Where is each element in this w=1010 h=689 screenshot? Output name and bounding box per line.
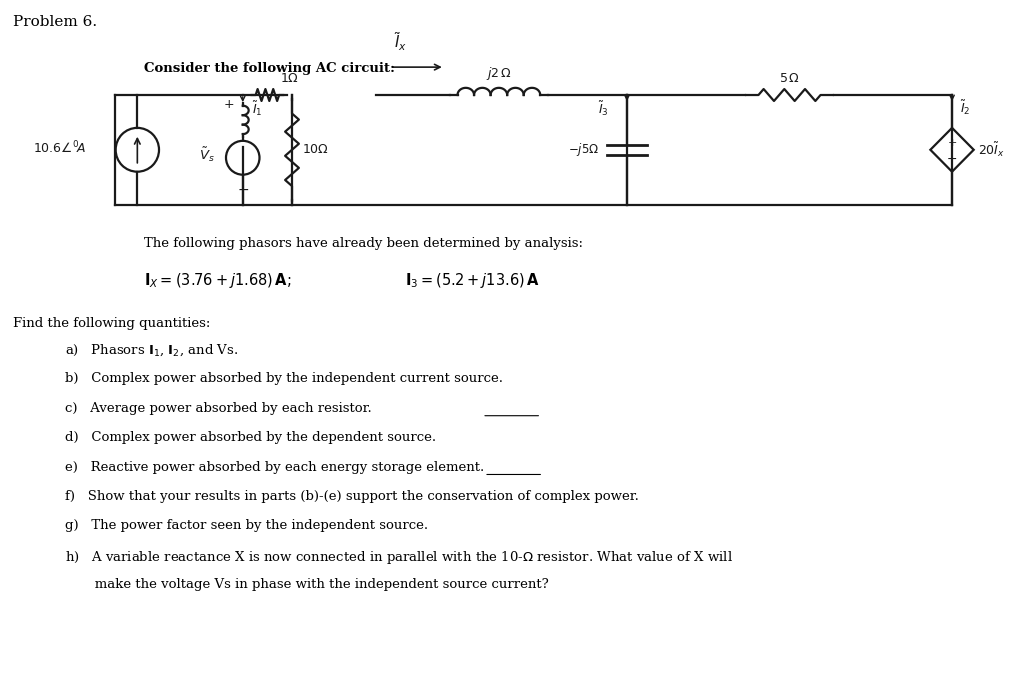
Text: $-$: $-$	[946, 152, 957, 165]
Text: h)   A variable reactance X is now connected in parallel with the 10-$\Omega$ re: h) A variable reactance X is now connect…	[66, 548, 733, 566]
Text: $-$: $-$	[236, 182, 248, 196]
Text: $\tilde{I}_x$: $\tilde{I}_x$	[394, 30, 407, 53]
Text: b)   Complex power absorbed by the independent current source.: b) Complex power absorbed by the indepen…	[66, 372, 503, 385]
Text: $\tilde{I}_1$: $\tilde{I}_1$	[251, 99, 263, 118]
Text: Find the following quantities:: Find the following quantities:	[13, 317, 211, 330]
Text: $10.6\angle^0\!A$: $10.6\angle^0\!A$	[33, 139, 86, 156]
Text: Consider the following AC circuit:: Consider the following AC circuit:	[144, 62, 395, 75]
Text: $20\tilde{I}_x$: $20\tilde{I}_x$	[978, 141, 1005, 159]
Text: $\tilde{I}_2$: $\tilde{I}_2$	[960, 98, 971, 116]
Text: $j2\,\Omega$: $j2\,\Omega$	[486, 65, 512, 82]
Text: $1\Omega$: $1\Omega$	[280, 72, 299, 85]
Text: $5\,\Omega$: $5\,\Omega$	[779, 72, 800, 85]
Text: +: +	[223, 98, 234, 111]
Text: a)   Phasors $\mathbf{I}_1$, $\mathbf{I}_2$, and Vs.: a) Phasors $\mathbf{I}_1$, $\mathbf{I}_2…	[66, 343, 238, 358]
Text: Problem 6.: Problem 6.	[13, 15, 97, 30]
Text: The following phasors have already been determined by analysis:: The following phasors have already been …	[144, 238, 583, 250]
Text: $\tilde{V}_s$: $\tilde{V}_s$	[199, 145, 215, 164]
Text: g)   The power factor seen by the independent source.: g) The power factor seen by the independ…	[66, 520, 428, 533]
Text: $\mathbf{I}_X = (3.76 + j1.68)\,\mathbf{A};$: $\mathbf{I}_X = (3.76 + j1.68)\,\mathbf{…	[144, 271, 292, 290]
Text: $\tilde{I}_3$: $\tilde{I}_3$	[599, 99, 609, 118]
Text: $10\Omega$: $10\Omega$	[302, 143, 329, 156]
Text: e)   Reactive power absorbed by each energy storage element.: e) Reactive power absorbed by each energ…	[66, 460, 485, 473]
Text: $-j5\Omega$: $-j5\Omega$	[569, 141, 599, 158]
Text: +: +	[947, 138, 956, 148]
Text: make the voltage Vs in phase with the independent source current?: make the voltage Vs in phase with the in…	[66, 578, 549, 591]
Text: $\mathbf{I}_3 = (5.2 + j13.6)\,\mathbf{A}$: $\mathbf{I}_3 = (5.2 + j13.6)\,\mathbf{A…	[405, 271, 540, 290]
Text: f)   Show that your results in parts (b)-(e) support the conservation of complex: f) Show that your results in parts (b)-(…	[66, 490, 639, 503]
Text: d)   Complex power absorbed by the dependent source.: d) Complex power absorbed by the depende…	[66, 431, 436, 444]
Text: c)   Average power absorbed by each resistor.: c) Average power absorbed by each resist…	[66, 402, 372, 415]
